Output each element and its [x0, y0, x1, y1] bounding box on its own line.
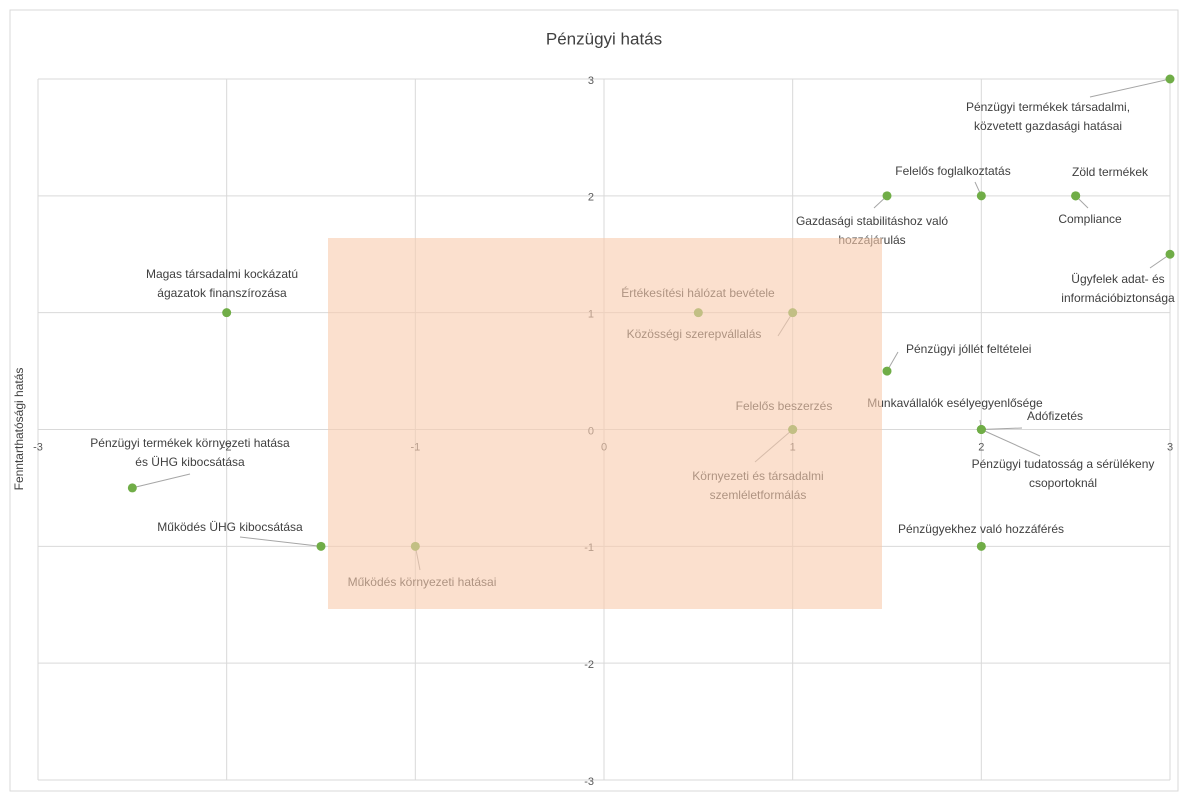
point-label: ágazatok finanszírozása	[157, 286, 287, 300]
leader-line	[981, 429, 1041, 457]
point-label: Compliance	[1058, 212, 1122, 226]
x-tick-label: -3	[33, 441, 43, 453]
point	[316, 541, 326, 551]
point-label: Munkavállalók esélyegyenlősége	[867, 396, 1043, 410]
point-label: Gazdasági stabilitáshoz való	[796, 214, 948, 228]
highlight-area	[328, 238, 882, 609]
y-tick-label: -2	[584, 659, 594, 671]
point	[127, 483, 137, 493]
point-label: Ügyfelek adat- és	[1071, 272, 1164, 286]
y-axis-label: Fenntarthatósági hatás	[12, 368, 26, 491]
point	[1165, 74, 1175, 84]
leader-line	[1089, 78, 1171, 98]
point-label: Felelős foglalkoztatás	[895, 164, 1010, 178]
chart-title: Pénzügyi hatás	[546, 29, 662, 48]
point-label: közvetett gazdasági hatásai	[974, 119, 1122, 133]
point	[882, 366, 892, 376]
point-label: információbiztonsága	[1061, 291, 1175, 305]
x-tick-label: 2	[978, 441, 984, 453]
leader-line	[239, 536, 322, 547]
point-label: Pénzügyi tudatosság a sérülékeny	[972, 457, 1155, 471]
y-tick-label: 3	[588, 75, 594, 87]
point-label: Pénzügyi termékek környezeti hatása	[90, 436, 290, 450]
point-label: Pénzügyi jóllét feltételei	[906, 342, 1031, 356]
point	[976, 541, 986, 551]
point	[1165, 249, 1175, 259]
point-label: Működés ÜHG kibocsátása	[157, 520, 303, 534]
point-label: és ÜHG kibocsátása	[135, 455, 245, 469]
point-label: Magas társadalmi kockázatú	[146, 267, 298, 281]
y-tick-label: -3	[584, 776, 594, 788]
point	[1071, 191, 1081, 201]
x-tick-label: 3	[1167, 441, 1173, 453]
point-label: Adófizetés	[1027, 409, 1083, 423]
y-tick-label: 2	[588, 192, 594, 204]
point-label: Zöld termékek	[1072, 165, 1149, 179]
point	[222, 308, 232, 318]
point	[882, 191, 892, 201]
x-tick-label: -2	[222, 441, 232, 453]
point	[976, 191, 986, 201]
point-label: csoportoknál	[1029, 476, 1097, 490]
point-label: Pénzügyi termékek társadalmi,	[966, 100, 1130, 114]
leader-line	[132, 473, 191, 489]
leader-line	[981, 427, 1023, 430]
point	[976, 425, 986, 434]
point-label: Pénzügyekhez való hozzáférés	[898, 522, 1064, 536]
